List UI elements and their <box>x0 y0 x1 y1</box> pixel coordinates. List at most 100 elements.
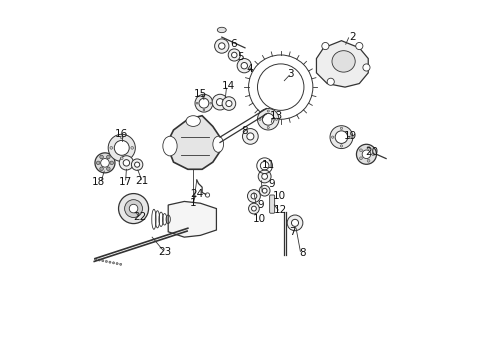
Text: 15: 15 <box>194 89 207 99</box>
Circle shape <box>267 110 270 112</box>
Circle shape <box>327 78 334 85</box>
Circle shape <box>251 206 256 211</box>
Circle shape <box>237 59 251 73</box>
Circle shape <box>232 52 237 58</box>
Text: 7: 7 <box>289 227 295 237</box>
Circle shape <box>349 136 351 138</box>
Text: 21: 21 <box>136 176 149 186</box>
Circle shape <box>199 98 209 108</box>
Circle shape <box>100 167 103 171</box>
FancyBboxPatch shape <box>270 195 275 213</box>
Text: 19: 19 <box>344 131 357 141</box>
Circle shape <box>210 102 212 104</box>
Circle shape <box>123 159 130 166</box>
Text: 1: 1 <box>190 198 196 207</box>
Circle shape <box>114 140 129 155</box>
Polygon shape <box>167 116 220 169</box>
Circle shape <box>105 260 107 262</box>
Ellipse shape <box>332 51 355 72</box>
Ellipse shape <box>213 136 223 152</box>
Circle shape <box>109 261 111 263</box>
Circle shape <box>362 150 371 158</box>
Circle shape <box>241 63 247 69</box>
Circle shape <box>363 64 370 71</box>
Circle shape <box>121 136 123 139</box>
Circle shape <box>226 100 232 107</box>
Text: 10: 10 <box>253 214 266 224</box>
Circle shape <box>367 147 370 149</box>
Circle shape <box>262 188 267 193</box>
Circle shape <box>97 161 100 165</box>
Text: 13: 13 <box>270 111 283 121</box>
Ellipse shape <box>186 116 200 126</box>
Circle shape <box>322 42 329 50</box>
Circle shape <box>95 153 115 173</box>
Text: 5: 5 <box>237 53 244 63</box>
Circle shape <box>259 185 270 196</box>
Circle shape <box>367 159 370 162</box>
Circle shape <box>135 162 140 167</box>
Circle shape <box>119 156 134 170</box>
Text: 18: 18 <box>92 177 105 187</box>
Circle shape <box>119 194 148 224</box>
Circle shape <box>217 99 223 106</box>
Text: 22: 22 <box>133 212 146 222</box>
Circle shape <box>258 170 271 183</box>
Circle shape <box>292 219 298 226</box>
Circle shape <box>212 94 228 110</box>
Circle shape <box>116 262 118 265</box>
Circle shape <box>356 42 363 50</box>
Text: 17: 17 <box>119 177 132 187</box>
Circle shape <box>259 118 261 120</box>
Circle shape <box>251 193 257 199</box>
Circle shape <box>267 126 270 129</box>
Circle shape <box>124 200 143 217</box>
Text: 20: 20 <box>365 148 378 157</box>
Circle shape <box>360 149 363 152</box>
Text: 12: 12 <box>273 205 287 215</box>
Text: 6: 6 <box>230 39 237 49</box>
Circle shape <box>330 126 353 149</box>
Text: 8: 8 <box>241 126 247 136</box>
Text: 4: 4 <box>246 64 253 73</box>
Ellipse shape <box>218 27 226 33</box>
Text: 2: 2 <box>349 32 355 42</box>
Circle shape <box>335 131 348 143</box>
Text: 11: 11 <box>262 159 275 170</box>
Text: 24: 24 <box>190 189 203 199</box>
Circle shape <box>100 155 103 159</box>
Text: 10: 10 <box>272 191 286 201</box>
Circle shape <box>215 39 229 53</box>
Circle shape <box>100 158 109 167</box>
Polygon shape <box>168 202 217 237</box>
Circle shape <box>95 258 97 260</box>
Circle shape <box>247 190 260 203</box>
Circle shape <box>102 260 104 262</box>
Circle shape <box>129 204 138 213</box>
Circle shape <box>360 157 363 160</box>
Circle shape <box>222 97 236 111</box>
Polygon shape <box>317 41 368 87</box>
Circle shape <box>121 157 123 159</box>
Ellipse shape <box>163 136 177 156</box>
Text: 14: 14 <box>222 81 236 91</box>
Circle shape <box>98 259 100 261</box>
Circle shape <box>131 147 134 149</box>
Text: 9: 9 <box>258 200 265 210</box>
Circle shape <box>107 155 110 159</box>
Circle shape <box>131 159 143 170</box>
Circle shape <box>110 147 113 149</box>
Circle shape <box>228 49 241 61</box>
Circle shape <box>219 43 225 49</box>
Circle shape <box>248 203 259 214</box>
Text: 8: 8 <box>299 248 305 258</box>
Circle shape <box>108 134 135 161</box>
Circle shape <box>341 127 343 130</box>
Circle shape <box>196 102 198 104</box>
Circle shape <box>332 136 334 138</box>
Circle shape <box>341 145 343 147</box>
Circle shape <box>195 94 213 112</box>
Text: 3: 3 <box>288 69 294 79</box>
Circle shape <box>120 263 122 265</box>
Circle shape <box>356 144 376 164</box>
